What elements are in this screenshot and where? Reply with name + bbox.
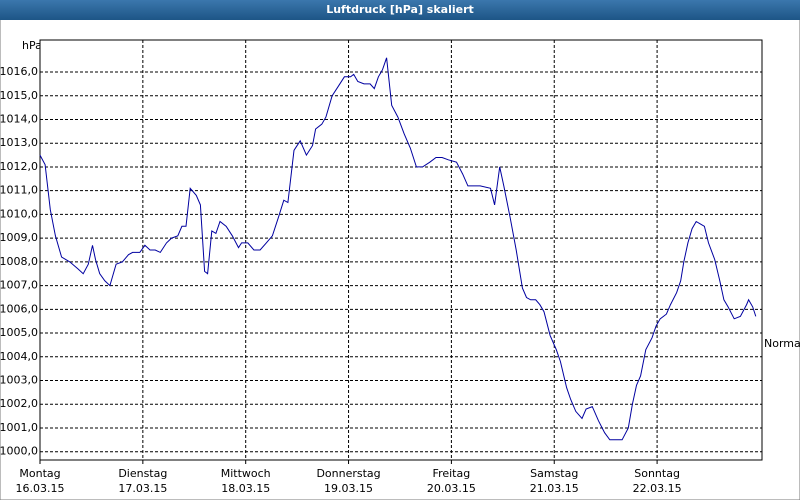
y-tick-label: 1014,0 [0, 112, 38, 125]
x-tick-date: 21.03.15 [530, 482, 579, 495]
y-tick-label: 1012,0 [0, 160, 38, 173]
y-axis-label: hPa [22, 39, 42, 52]
x-tick-label: Donnerstag [316, 467, 380, 480]
y-tick-label: 1005,0 [0, 326, 38, 339]
y-tick-label: 1000,0 [0, 445, 38, 458]
x-tick-label: Mittwoch [221, 467, 271, 480]
x-tick-date: 19.03.15 [324, 482, 373, 495]
title-bar [0, 0, 800, 20]
y-tick-label: 1010,0 [0, 207, 38, 220]
x-tick-label: Sonntag [634, 467, 680, 480]
y-tick-label: 1002,0 [0, 397, 38, 410]
data-line [39, 57, 757, 441]
x-tick-label: Freitag [433, 467, 471, 480]
y-tick-label: 1004,0 [0, 350, 38, 363]
y-tick-label: 1007,0 [0, 279, 38, 292]
y-tick-label: 1003,0 [0, 374, 38, 387]
x-tick-date: 22.03.15 [633, 482, 682, 495]
y-tick-label: 1001,0 [0, 421, 38, 434]
y-tick-label: 1006,0 [0, 302, 38, 315]
x-tick-label: Samstag [530, 467, 578, 480]
y-tick-label: 1013,0 [0, 136, 38, 149]
x-tick-label: Montag [19, 467, 60, 480]
annotation: Normal [764, 337, 800, 350]
plot-area [40, 40, 762, 460]
x-tick-date: 20.03.15 [427, 482, 476, 495]
x-tick-date: 18.03.15 [221, 482, 270, 495]
y-tick-label: 1016,0 [0, 65, 38, 78]
x-tick-date: 16.03.15 [16, 482, 65, 495]
chart-title: Luftdruck [hPa] skaliert [326, 3, 474, 16]
y-tick-label: 1009,0 [0, 231, 38, 244]
y-tick-label: 1015,0 [0, 89, 38, 102]
y-tick-label: 1011,0 [0, 184, 38, 197]
plot-border [39, 39, 763, 461]
x-tick-date: 17.03.15 [118, 482, 167, 495]
x-tick-label: Dienstag [118, 467, 167, 480]
y-tick-label: 1008,0 [0, 255, 38, 268]
